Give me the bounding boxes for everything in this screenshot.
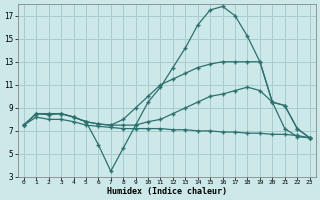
X-axis label: Humidex (Indice chaleur): Humidex (Indice chaleur)	[107, 187, 227, 196]
